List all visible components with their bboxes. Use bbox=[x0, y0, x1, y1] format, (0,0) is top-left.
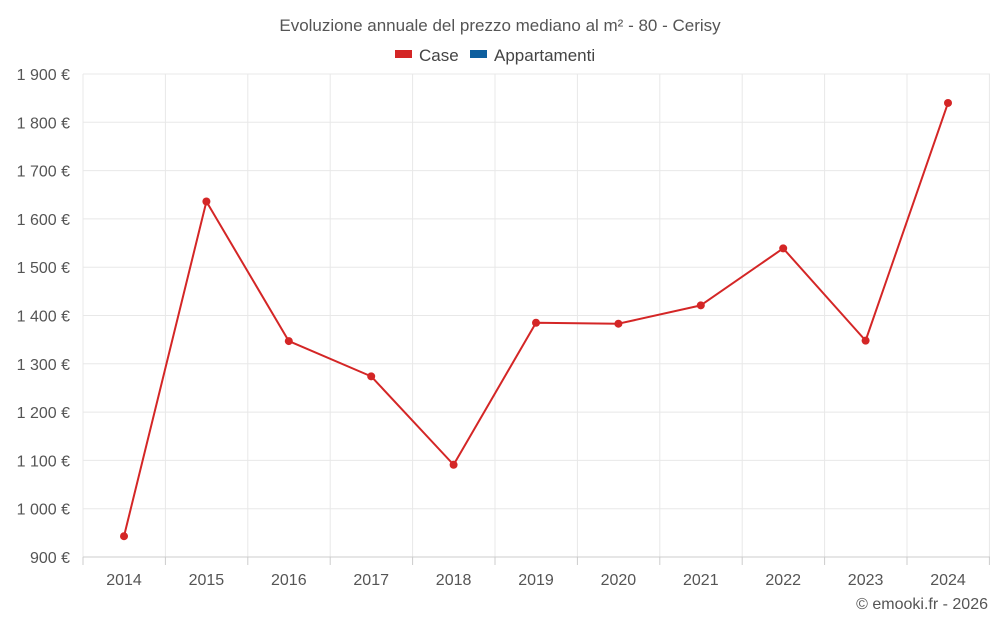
data-point[interactable] bbox=[944, 98, 952, 107]
data-point[interactable] bbox=[449, 460, 458, 469]
legend-swatch-case bbox=[395, 50, 412, 58]
credit-text: © emooki.fr - 2026 bbox=[856, 596, 988, 613]
x-tick-label: 2017 bbox=[353, 572, 389, 589]
x-tick-label: 2015 bbox=[189, 572, 225, 589]
y-tick-label: 1 800 € bbox=[17, 115, 70, 132]
data-point[interactable] bbox=[861, 336, 870, 345]
y-tick-label: 1 700 € bbox=[17, 164, 70, 181]
x-tick-label: 2020 bbox=[601, 572, 637, 589]
series-case bbox=[120, 98, 952, 541]
y-tick-label: 1 500 € bbox=[17, 260, 70, 277]
y-tick-label: 1 300 € bbox=[17, 357, 70, 374]
y-tick-label: 1 100 € bbox=[17, 453, 70, 470]
y-tick-label: 900 € bbox=[30, 550, 70, 567]
data-point[interactable] bbox=[367, 372, 376, 381]
x-tick-label: 2014 bbox=[106, 572, 142, 589]
data-point[interactable] bbox=[696, 301, 705, 310]
x-tick-label: 2021 bbox=[683, 572, 719, 589]
y-tick-label: 1 000 € bbox=[17, 502, 70, 519]
y-tick-label: 1 900 € bbox=[17, 67, 70, 84]
data-point[interactable] bbox=[532, 318, 540, 327]
legend-item-appartamenti[interactable]: Appartamenti bbox=[470, 46, 595, 65]
data-point[interactable] bbox=[284, 337, 293, 346]
x-tick-label: 2018 bbox=[436, 572, 472, 589]
data-point[interactable] bbox=[779, 244, 788, 253]
x-tick-label: 2023 bbox=[848, 572, 884, 589]
x-tick-label: 2019 bbox=[518, 572, 554, 589]
legend: Case Appartamenti bbox=[395, 46, 595, 65]
legend-label-case: Case bbox=[419, 46, 459, 65]
x-tick-label: 2022 bbox=[765, 572, 801, 589]
legend-item-case[interactable]: Case bbox=[395, 46, 459, 65]
y-axis-ticks: 900 € 1 000 € 1 100 € 1 200 € 1 300 € 1 400 €… bbox=[17, 67, 70, 567]
data-point[interactable] bbox=[614, 319, 623, 328]
x-tick-label: 2016 bbox=[271, 572, 307, 589]
y-tick-label: 1 400 € bbox=[17, 309, 70, 326]
chart-title: Evoluzione annuale del prezzo mediano al… bbox=[279, 16, 721, 35]
y-tick-label: 1 600 € bbox=[17, 212, 70, 229]
y-gridlines bbox=[83, 73, 990, 510]
y-tick-label: 1 200 € bbox=[17, 405, 70, 422]
x-axis-ticks: 2014 2015 2016 2017 2018 2019 2020 2021 2022 2023… bbox=[106, 572, 966, 589]
data-point[interactable] bbox=[120, 532, 128, 541]
data-point[interactable] bbox=[202, 197, 211, 206]
x-tick-label: 2024 bbox=[930, 572, 966, 589]
legend-swatch-appartamenti bbox=[470, 50, 487, 58]
legend-label-appartamenti: Appartamenti bbox=[494, 46, 595, 65]
